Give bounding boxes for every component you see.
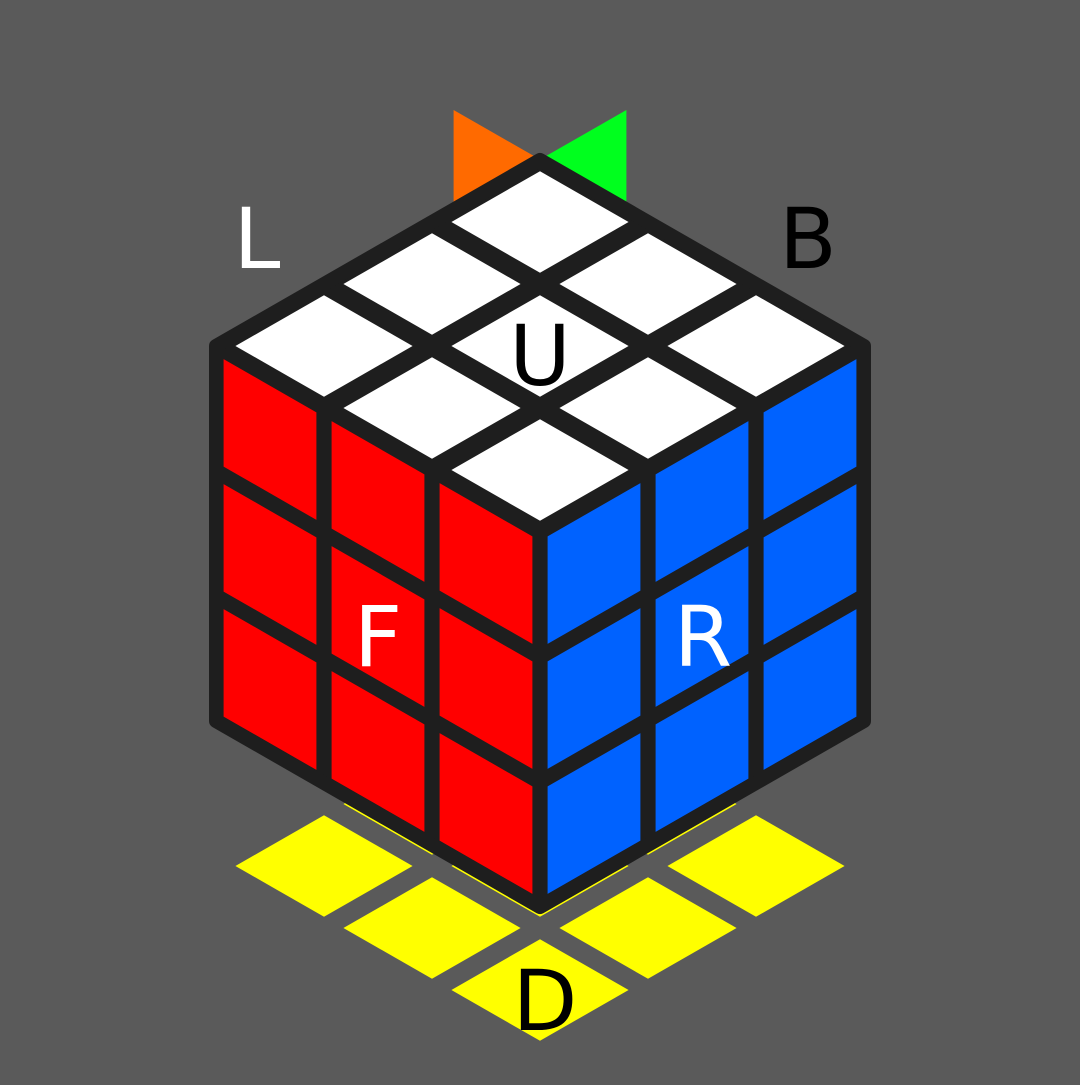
- up-sticker: [343, 233, 521, 335]
- up-face-stickers: [235, 171, 845, 521]
- up-sticker: [451, 171, 629, 273]
- up-sticker: [451, 295, 629, 397]
- up-sticker: [343, 357, 521, 459]
- front-sticker: [655, 421, 749, 582]
- right-sticker: [223, 484, 317, 645]
- front-face-stickers: [547, 359, 857, 894]
- right-sticker: [439, 733, 533, 894]
- down-sticker: [343, 877, 521, 979]
- right-face-stickers: [223, 359, 533, 894]
- front-sticker: [547, 483, 641, 644]
- front-sticker: [655, 671, 749, 832]
- down-sticker: [451, 939, 629, 1041]
- front-sticker: [655, 546, 749, 707]
- right-sticker: [223, 359, 317, 520]
- down-sticker: [667, 815, 845, 917]
- face-label-d: D: [513, 952, 578, 1050]
- right-sticker: [331, 546, 425, 707]
- up-sticker: [451, 419, 629, 521]
- face-label-f: F: [354, 588, 402, 686]
- face-label-r: R: [674, 588, 732, 686]
- right-sticker: [331, 671, 425, 832]
- up-sticker: [235, 295, 413, 397]
- face-label-b: B: [779, 190, 837, 288]
- right-sticker: [439, 483, 533, 644]
- front-sticker: [763, 609, 857, 770]
- face-label-l: L: [234, 190, 281, 288]
- right-sticker: [331, 421, 425, 582]
- down-sticker: [235, 815, 413, 917]
- right-sticker: [439, 608, 533, 769]
- front-sticker: [763, 359, 857, 520]
- up-sticker: [667, 295, 845, 397]
- up-sticker: [559, 233, 737, 335]
- up-sticker: [559, 357, 737, 459]
- front-sticker: [763, 484, 857, 645]
- down-sticker: [559, 877, 737, 979]
- right-sticker: [223, 609, 317, 770]
- front-sticker: [547, 733, 641, 894]
- face-label-u: U: [509, 307, 570, 405]
- front-sticker: [547, 608, 641, 769]
